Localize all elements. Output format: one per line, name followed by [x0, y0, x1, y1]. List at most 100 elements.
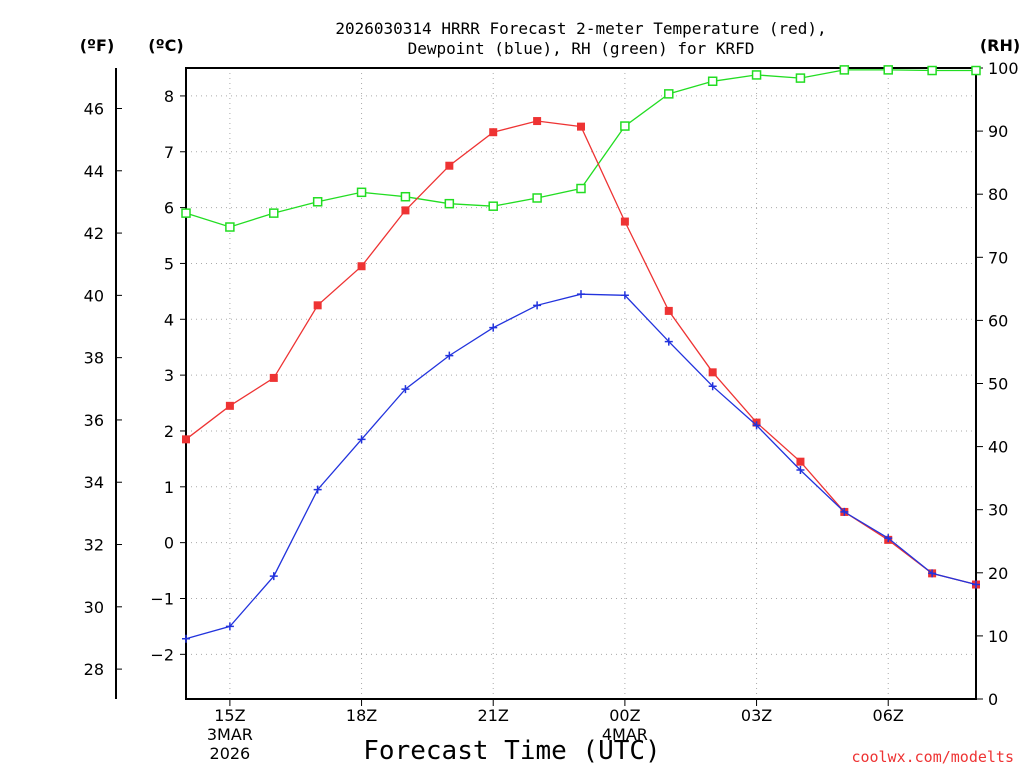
rh-point [707, 76, 718, 87]
dewpoint-point [928, 569, 937, 578]
rh-point [444, 198, 455, 209]
dewpoint-point [752, 421, 761, 430]
celsius-tick-label: 5 [164, 254, 174, 273]
dewpoint-point [445, 351, 454, 360]
x-tick-sublabel: 3MAR [207, 725, 253, 744]
celsius-tick-label: −1 [150, 589, 174, 608]
dewpoint-point [884, 534, 893, 543]
rh-tick-label: 40 [988, 438, 1008, 457]
x-tick-label: 15Z [214, 706, 245, 725]
fahrenheit-tick-label: 40 [84, 286, 104, 305]
rh-point [269, 208, 279, 218]
rh-line [185, 69, 976, 228]
2-meter-temperature-point [313, 301, 322, 310]
chart-title-line-2: Dewpoint (blue), RH (green) for KRFD [408, 39, 755, 58]
x-tick-label: 18Z [346, 706, 377, 725]
rh-point [181, 208, 191, 218]
2-meter-temperature-point [401, 206, 410, 215]
2-meter-temperature-point [577, 122, 585, 131]
x-tick-label: 06Z [873, 706, 904, 725]
rh-tick-label: 100 [988, 59, 1019, 78]
dewpoint-point [269, 572, 278, 581]
2-meter-temperature-point [269, 373, 278, 382]
celsius-tick-label: 0 [164, 534, 174, 553]
celsius-tick-label: 3 [164, 366, 174, 385]
rh-point [795, 73, 806, 83]
rh-point [971, 65, 981, 76]
dewpoint-point [972, 580, 980, 589]
rh-tick-label: 90 [988, 122, 1008, 141]
celsius-tick-label: −2 [150, 645, 174, 664]
fahrenheit-tick-label: 32 [84, 536, 104, 555]
dewpoint-point [708, 382, 717, 391]
dewpoint-point [840, 507, 849, 516]
fahrenheit-tick-label: 36 [84, 411, 104, 430]
dewpoint-point [182, 634, 190, 643]
rh-tick-label: 10 [988, 627, 1008, 646]
credit-label: coolwx.com/modelts [851, 748, 1014, 766]
dewpoint-point [620, 291, 629, 300]
rh-point [927, 65, 937, 76]
dewpoint-point [401, 385, 410, 394]
celsius-tick-label: 2 [164, 422, 174, 441]
celsius-tick-label: 4 [164, 310, 174, 329]
rh-tick-label: 80 [988, 185, 1008, 204]
2-meter-temperature-point [182, 435, 190, 444]
rh-tick-label: 30 [988, 501, 1008, 520]
celsius-tick-label: 7 [164, 143, 174, 162]
2-meter-temperature-point [533, 117, 542, 126]
fahrenheit-tick-label: 38 [84, 349, 104, 368]
2-meter-temperature-point [664, 306, 673, 315]
celsius-tick-label: 6 [164, 199, 174, 218]
x-tick-label: 03Z [741, 706, 772, 725]
rh-point [839, 65, 850, 75]
plot-frame [185, 67, 977, 700]
dewpoint-point [664, 337, 673, 346]
rh-tick-label: 20 [988, 564, 1008, 583]
dewpoint-point [225, 622, 234, 631]
chart-title-line-1: 2026030314 HRRR Forecast 2-meter Tempera… [335, 19, 826, 38]
dewpoint-point [796, 466, 805, 475]
fahrenheit-tick-label: 42 [84, 224, 104, 243]
fahrenheit-tick-label: 34 [84, 473, 104, 492]
gridlines [186, 68, 976, 699]
rh-tick-label: 50 [988, 375, 1008, 394]
fahrenheit-tick-label: 44 [84, 162, 104, 181]
dewpoint-point [357, 435, 366, 444]
rh-unit-label: (RH) [980, 36, 1020, 55]
x-tick-label: 21Z [478, 706, 509, 725]
rh-tick-label: 0 [988, 690, 998, 709]
rh-point [356, 187, 367, 198]
2-meter-temperature-point [708, 368, 717, 377]
x-axis-label: Forecast Time (UTC) [363, 736, 660, 766]
rh-point [883, 65, 893, 75]
2-meter-temperature-point [796, 457, 805, 466]
2-meter-temperature-point [225, 401, 234, 410]
rh-point [664, 89, 674, 99]
fahrenheit-tick-label: 28 [84, 660, 104, 679]
2-meter-temperature-point [489, 128, 498, 137]
2-meter-temperature-point [620, 217, 629, 226]
data-series [181, 65, 981, 643]
x-tick-sublabel: 2026 [210, 744, 251, 763]
celsius-unit-label: (ºC) [148, 36, 183, 55]
rh-point [751, 70, 762, 80]
rh-point [312, 197, 323, 207]
rh-point [400, 191, 411, 202]
rh-point [576, 183, 586, 194]
rh-tick-label: 60 [988, 311, 1008, 330]
rh-point [225, 222, 235, 232]
fahrenheit-tick-label: 30 [84, 598, 104, 617]
fahrenheit-tick-label: 46 [84, 99, 104, 118]
dewpoint-point [533, 301, 542, 310]
rh-point [620, 121, 630, 131]
rh-tick-label: 70 [988, 248, 1008, 267]
dewpoint-line [185, 293, 977, 640]
x-tick-label: 00Z [609, 706, 640, 725]
rh-point [532, 193, 542, 203]
x-tick-sublabel: 4MAR [602, 725, 648, 744]
dewpoint-point [577, 290, 585, 299]
2-meter-temperature-point [357, 262, 366, 271]
